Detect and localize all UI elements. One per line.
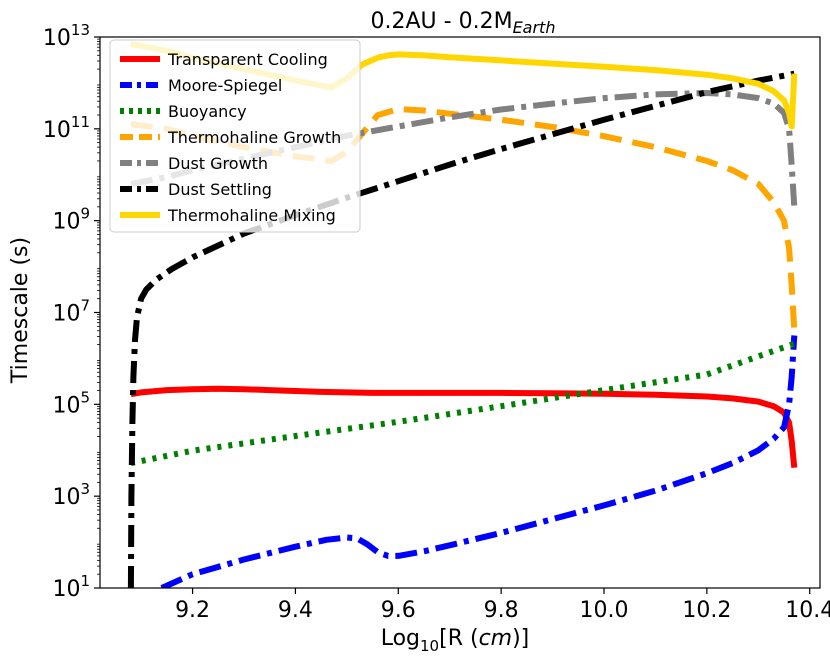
x-tick-label: 9.4 [278,598,313,623]
x-axis-label-end: )] [512,626,529,651]
series-line-thermohaline-growth [130,106,798,332]
x-axis-label-main: Log [381,626,420,651]
legend: Transparent Cooling Moore-Spiegel Buoyancy… [109,39,361,233]
legend-label: Moore-Spiegel [168,76,282,95]
x-tick-label: 10.4 [785,598,830,623]
y-tick-label: 1011 [43,113,90,143]
legend-label: Dust Settling [168,180,272,199]
x-axis-label-unit: cm [479,626,513,651]
chart-title: 0.2AU - 0.2MEarth [371,9,556,37]
x-axis-label-rest: [R ( [439,626,478,651]
chart-title-sub: Earth [513,18,556,37]
series-line-moore-spiegel [160,335,798,588]
x-axis-label: Log10[R (cm)] [381,626,530,655]
y-tick-label: 105 [52,388,90,418]
y-axis-label: Timescale (s) [8,237,33,384]
x-tick-label: 9.6 [381,598,416,623]
y-tick-label: 1013 [43,21,90,51]
legend-label: Buoyancy [168,102,247,121]
x-tick-label: 9.2 [175,598,210,623]
x-tick-label: 10.0 [580,598,629,623]
x-tick-label: 9.8 [484,598,519,623]
chart-title-main: 0.2AU - 0.2M [371,9,513,34]
y-tick-label: 109 [52,205,90,235]
y-tick-label: 103 [52,480,90,510]
x-axis-label-sub: 10 [420,637,439,655]
legend-label: Transparent Cooling [167,50,328,69]
tick-labels: 9.2 9.4 9.6 9.8 10.0 10.2 10.4 101 103 105 107 109 1… [43,21,830,623]
legend-label: Dust Growth [168,154,268,173]
y-tick-label: 107 [52,297,90,327]
legend-label: Thermohaline Growth [167,128,341,147]
legend-label: Thermohaline Mixing [167,206,336,225]
series-line-buoyancy [130,340,796,467]
y-tick-label: 101 [52,572,90,602]
series-line-dust-settling [127,70,795,588]
series-line-transparent-cooling [130,385,798,468]
x-tick-label: 10.2 [682,598,731,623]
legend-box [109,39,361,233]
